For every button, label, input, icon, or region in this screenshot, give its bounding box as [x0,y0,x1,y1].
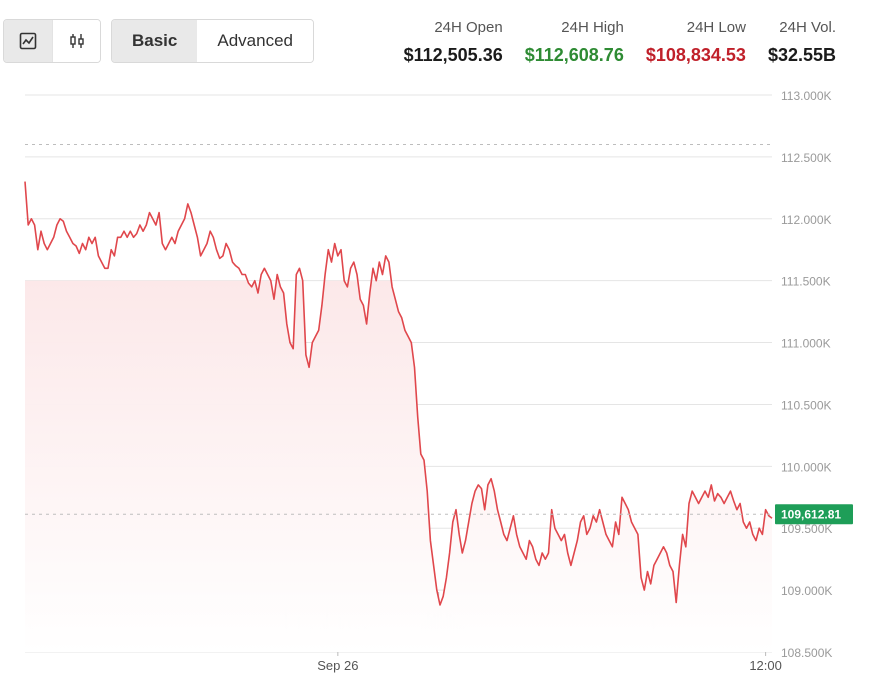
stat-open: 24H Open $112,505.36 [404,18,503,68]
stat-volume-value: $32.55B [767,45,836,65]
candlestick-glyph [69,34,84,48]
current-price-label: 109,612.81 [781,507,841,521]
stat-open-value: $112,505.36 [403,45,503,65]
line-chart-glyph [19,32,37,50]
stat-high: 24H High $112,608.76 [525,18,624,68]
stat-low-label: 24H Low [686,19,746,36]
mode-toggle: Basic Advanced [111,19,314,63]
y-tick-label: 111.500K [781,275,831,289]
y-tick-label: 110.500K [781,398,832,412]
stat-low: 24H Low $108,834.53 [646,18,746,68]
x-tick-label: 12:00 [749,658,782,673]
stat-high-value: $112,608.76 [524,45,624,65]
stats-bar: 24H Open $112,505.36 24H High $112,608.7… [382,18,836,68]
price-line [24,181,773,606]
stat-volume-label: 24H Vol. [779,19,836,36]
x-tick-label: Sep 26 [317,658,358,673]
y-tick-label: 112.500K [781,151,832,165]
y-tick-label: 109.500K [781,522,832,536]
stat-low-value: $108,834.53 [645,45,746,65]
y-tick-label: 110.000K [781,460,832,474]
y-tick-label: 109.000K [781,584,832,598]
y-tick-label: 108.500K [781,646,832,660]
y-tick-label: 113.000K [781,89,832,103]
advanced-mode-button[interactable]: Advanced [197,20,313,62]
price-area [25,280,772,652]
basic-mode-button[interactable]: Basic [112,20,198,62]
chart-type-toggle [3,19,101,63]
toolbar: Basic Advanced [3,19,314,63]
stat-high-label: 24H High [561,19,624,36]
candlestick-icon[interactable] [52,20,100,62]
stat-open-label: 24H Open [434,19,503,36]
y-tick-label: 112.000K [781,213,832,227]
current-price-tag [775,504,853,525]
stat-volume: 24H Vol. $32.55B [768,18,836,68]
y-tick-label: 111.000K [781,337,831,351]
line-chart-icon[interactable] [4,20,52,62]
